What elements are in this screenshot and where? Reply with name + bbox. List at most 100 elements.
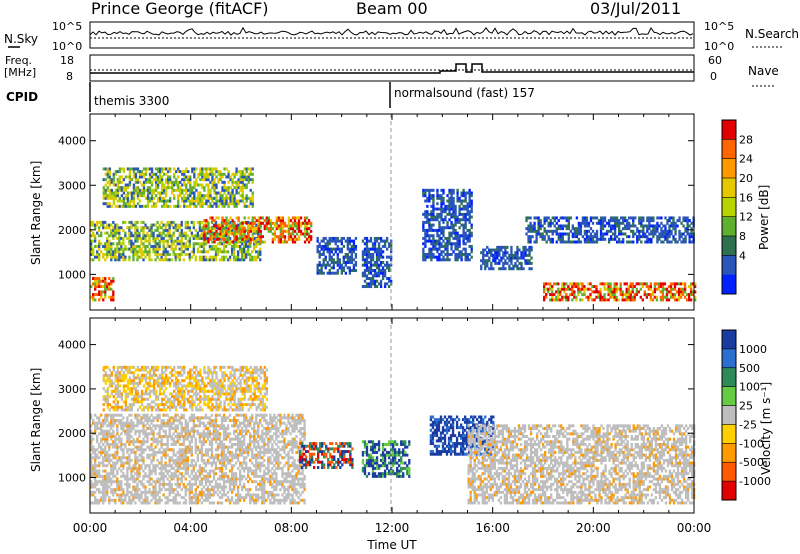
echo-cell: [652, 219, 655, 223]
echo-cell: [201, 202, 204, 206]
echo-cell: [424, 231, 427, 235]
echo-cell: [658, 235, 661, 239]
echo-cell: [134, 172, 138, 176]
echo-cell: [205, 194, 208, 198]
echo-cell: [185, 186, 188, 190]
echo-cell: [100, 234, 103, 238]
echo-cell: [342, 269, 345, 272]
echo-cell: [138, 194, 142, 198]
echo-cell: [152, 456, 155, 460]
echo-cell: [565, 227, 568, 231]
echo-cell: [235, 235, 238, 239]
echo-cell: [193, 186, 196, 190]
echo-cell: [112, 175, 115, 179]
echo-cell: [106, 244, 109, 248]
echo-cell: [617, 232, 621, 236]
echo-cell: [209, 196, 212, 200]
echo-cell: [182, 440, 185, 444]
colorbar-swatch: [722, 178, 736, 198]
echo-cell: [561, 298, 564, 302]
echo-cell: [446, 236, 449, 240]
echo-cell: [436, 215, 439, 219]
echo-cell: [654, 224, 657, 228]
echo-cell: [142, 490, 145, 494]
echo-cell: [160, 456, 163, 460]
echo-cell: [678, 219, 681, 223]
echo-cell: [190, 416, 193, 420]
echo-cell: [446, 226, 449, 230]
echo-cell: [126, 466, 129, 470]
echo-cell: [428, 188, 431, 192]
echo-cell: [150, 175, 154, 179]
echo-cell: [215, 216, 218, 220]
echo-cell: [108, 250, 111, 254]
echo-cell: [98, 239, 101, 243]
echo-cell: [573, 229, 577, 233]
echo-cell: [198, 448, 202, 452]
echo-cell: [583, 216, 587, 220]
echo-cell: [214, 255, 218, 259]
echo-cell: [249, 224, 252, 228]
echo-cell: [136, 236, 139, 240]
echo-cell: [450, 215, 453, 219]
echo-cell: [599, 219, 603, 223]
echo-cell: [617, 287, 620, 291]
echo-cell: [162, 482, 165, 486]
echo-cell: [136, 255, 139, 259]
echo-cell: [130, 196, 134, 200]
echo-cell: [158, 472, 161, 476]
echo-cell: [124, 231, 127, 235]
echo-cell: [434, 255, 437, 259]
echo-cell: [247, 196, 250, 200]
echo-cell: [190, 461, 193, 465]
echo-cell: [579, 240, 583, 244]
echo-cell: [609, 282, 612, 286]
echo-cell: [192, 477, 195, 481]
echo-cell: [225, 167, 228, 171]
echo-cell: [120, 188, 124, 192]
echo-cell: [156, 186, 160, 190]
echo-cell: [90, 239, 93, 243]
echo-cell: [526, 253, 529, 257]
echo-cell: [148, 199, 152, 203]
echo-cell: [208, 255, 212, 259]
echo-cell: [379, 239, 383, 243]
echo-cell: [249, 199, 252, 203]
echo-cell: [223, 196, 226, 200]
echo-cell: [138, 175, 142, 179]
echo-cell: [373, 261, 377, 264]
echo-cell: [132, 170, 136, 174]
echo-cell: [170, 498, 173, 502]
echo-cell: [520, 261, 523, 265]
echo-cell: [164, 501, 167, 505]
echo-cell: [162, 191, 166, 195]
echo-cell: [128, 413, 131, 417]
echo-cell: [102, 480, 105, 484]
echo-cell: [198, 255, 202, 259]
echo-cell: [624, 216, 627, 220]
echo-cell: [448, 231, 451, 235]
echo-cell: [182, 442, 185, 446]
echo-cell: [116, 432, 119, 436]
echo-cell: [92, 490, 95, 494]
echo-cell: [587, 240, 591, 244]
echo-cell: [177, 204, 180, 208]
echo-cell: [108, 498, 111, 502]
echo-cell: [230, 226, 234, 230]
echo-cell: [172, 437, 175, 441]
echo-cell: [190, 482, 193, 486]
echo-cell: [448, 204, 451, 208]
echo-cell: [585, 287, 588, 291]
echo-cell: [670, 232, 673, 236]
echo-cell: [438, 234, 441, 238]
echo-cell: [144, 429, 147, 433]
echo-cell: [672, 219, 675, 223]
echo-cell: [108, 474, 111, 478]
echo-cell: [158, 424, 161, 428]
echo-cell: [172, 501, 175, 505]
echo-cell: [350, 258, 354, 262]
echo-cell: [158, 490, 161, 494]
echo-cell: [265, 221, 268, 225]
echo-cell: [170, 239, 173, 243]
echo-cell: [174, 244, 177, 248]
